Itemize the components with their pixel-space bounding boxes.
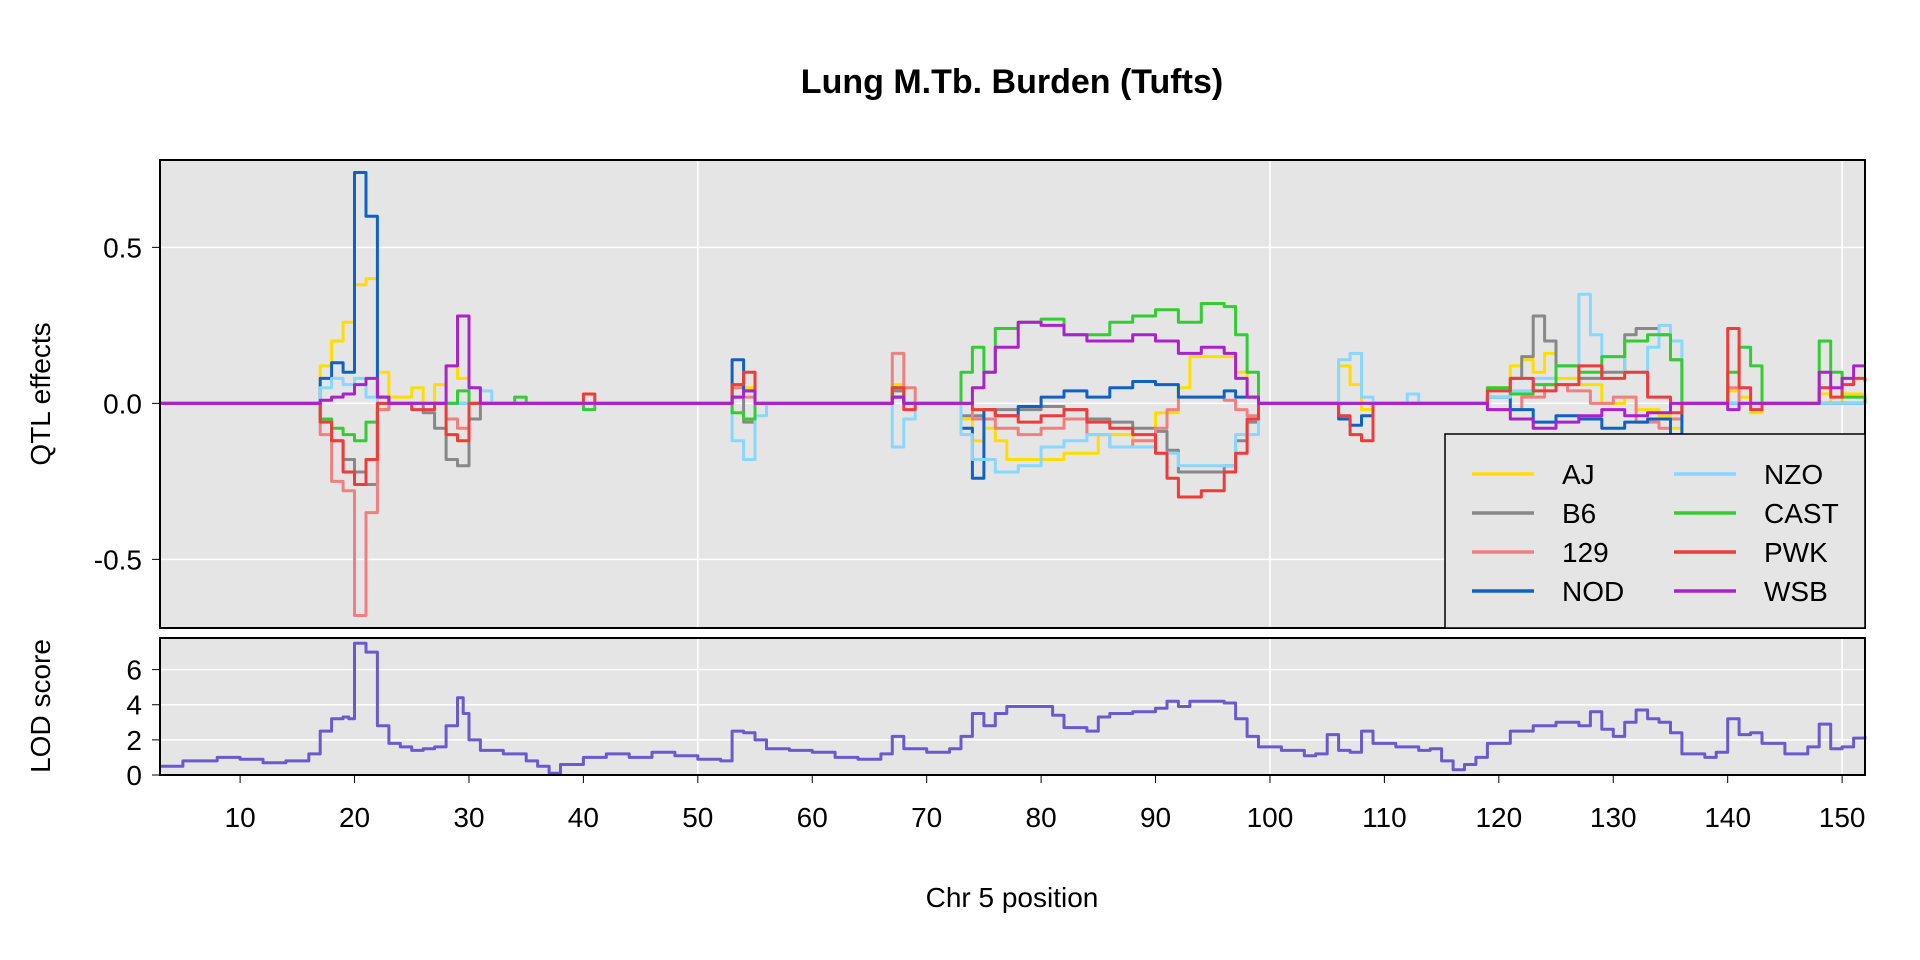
qtl-effects-axis-label: QTL effects xyxy=(25,322,56,465)
legend-label-nzo: NZO xyxy=(1764,459,1823,490)
x-tick-label: 20 xyxy=(339,802,370,833)
lod-y-axis: 0 2 4 6 xyxy=(126,655,160,791)
chart-title: Lung M.Tb. Burden (Tufts) xyxy=(801,63,1223,101)
qtl-effects-y-tick-label: -0.5 xyxy=(94,544,142,575)
x-tick-label: 80 xyxy=(1026,802,1057,833)
legend-label-129: 129 xyxy=(1562,537,1609,568)
legend: AJ B6 129 NOD NZO CAST PWK WSB xyxy=(1444,433,1866,629)
lod-series xyxy=(160,641,1867,775)
lod-y-tick-label: 4 xyxy=(126,690,142,721)
x-axis-label: Chr 5 position xyxy=(926,882,1099,913)
legend-box xyxy=(1444,433,1866,629)
x-tick-label: 50 xyxy=(682,802,713,833)
x-tick-label: 120 xyxy=(1475,802,1522,833)
lod-panel-frame xyxy=(159,637,1866,776)
lod-axis-label: LOD score xyxy=(25,639,56,773)
qtl-effects-y-tick-label: 0.0 xyxy=(103,388,142,419)
x-axis: 10 20 30 40 50 60 70 80 90 100 110 120 130 140 150 xyxy=(225,775,1866,833)
x-tick-label: 40 xyxy=(568,802,599,833)
x-tick-label: 100 xyxy=(1247,802,1294,833)
lod-y-tick-label: 2 xyxy=(126,725,142,756)
x-tick-label: 30 xyxy=(453,802,484,833)
x-tick-label: 90 xyxy=(1140,802,1171,833)
legend-label-wsb: WSB xyxy=(1764,576,1828,607)
lod-y-tick-label: 6 xyxy=(126,655,142,686)
qtl-effects-panel-frame xyxy=(159,159,1866,629)
qtl-effects-y-tick-label: 0.5 xyxy=(103,232,142,263)
legend-label-aj: AJ xyxy=(1562,459,1595,490)
lod-series-lod xyxy=(160,641,1867,775)
legend-label-b6: B6 xyxy=(1562,498,1596,529)
qtl-effects-series xyxy=(160,171,1867,617)
x-tick-label: 10 xyxy=(225,802,256,833)
x-tick-label: 130 xyxy=(1590,802,1637,833)
qtl-effects-y-axis: 0.5 0.0 -0.5 xyxy=(94,232,160,575)
x-tick-label: 150 xyxy=(1819,802,1866,833)
lod-y-tick-label: 0 xyxy=(126,760,142,791)
x-tick-label: 110 xyxy=(1362,802,1407,833)
x-tick-label: 60 xyxy=(797,802,828,833)
legend-label-pwk: PWK xyxy=(1764,537,1828,568)
qtl-effects-series-pwk xyxy=(160,327,1867,499)
legend-label-cast: CAST xyxy=(1764,498,1839,529)
x-tick-label: 140 xyxy=(1704,802,1751,833)
legend-label-nod: NOD xyxy=(1562,576,1624,607)
x-tick-label: 70 xyxy=(911,802,942,833)
qtl-effects-series-wsb xyxy=(160,314,1865,430)
